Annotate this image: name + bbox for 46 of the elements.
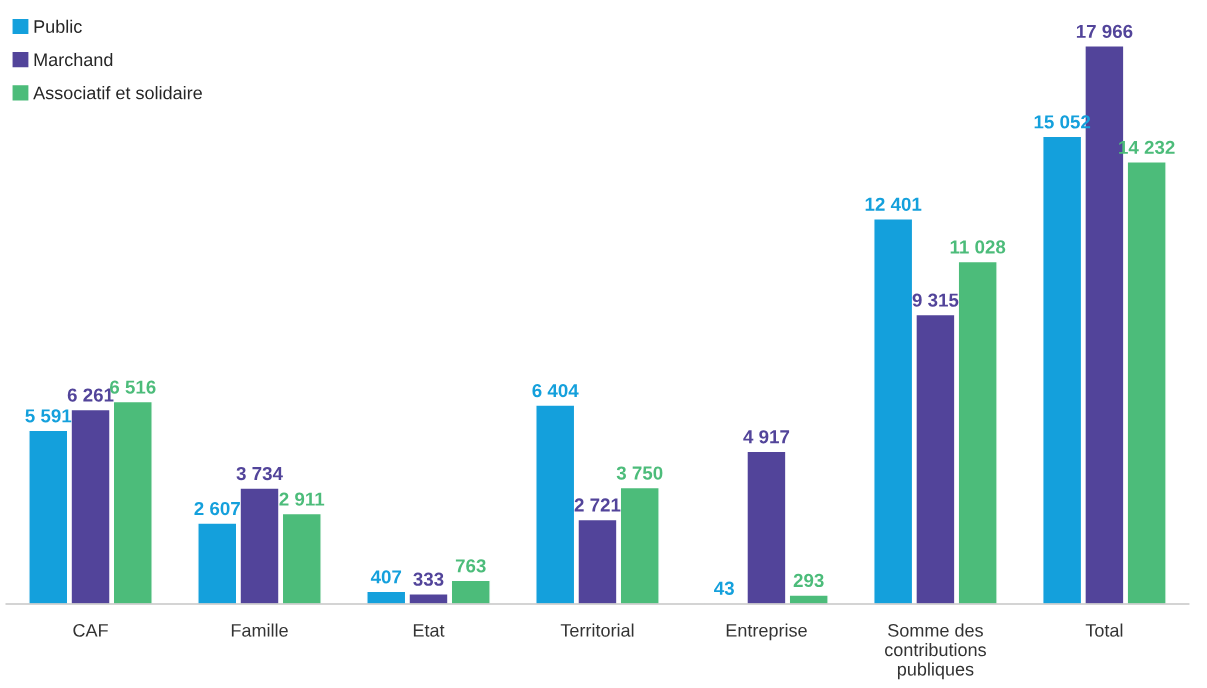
- bar: [70, 408, 111, 605]
- x-tick-label: Entreprise: [726, 623, 807, 641]
- x-tick-label: Territorial: [560, 623, 634, 637]
- bar: [281, 512, 322, 605]
- data-label: 3 750: [616, 466, 663, 480]
- data-label: 43: [714, 581, 734, 595]
- bar: [788, 594, 829, 605]
- data-label: 11 028: [950, 240, 1006, 254]
- x-tick-label: Total: [1085, 623, 1123, 637]
- x-tick-label: Somme des contributions publiques: [885, 623, 986, 680]
- bar: [366, 590, 407, 605]
- data-label: 2 911: [279, 492, 325, 506]
- data-label: 9 315: [912, 293, 959, 307]
- legend-label: Marchand: [34, 52, 113, 67]
- bar: [619, 486, 660, 605]
- data-label: 6 404: [532, 383, 579, 398]
- data-label: 12 401: [865, 197, 922, 211]
- bar: [1126, 161, 1167, 605]
- bar: [915, 313, 956, 605]
- x-tick-label: CAF: [73, 623, 108, 637]
- data-label: 333: [413, 572, 444, 586]
- bar: [239, 487, 280, 605]
- data-label: 3 734: [236, 466, 283, 481]
- data-label: 2 721: [574, 498, 621, 512]
- bar: [746, 450, 787, 605]
- bar: [577, 518, 618, 605]
- bar: [112, 400, 153, 605]
- legend-label: Associatif et solidaire: [33, 86, 202, 100]
- bar: [450, 579, 491, 605]
- bar: [535, 404, 576, 605]
- bar: [28, 429, 69, 605]
- bar: [408, 593, 449, 605]
- bar: [873, 218, 914, 605]
- bar: [1042, 135, 1083, 605]
- bar: [197, 522, 238, 605]
- data-label: 4 917: [743, 430, 790, 444]
- data-label: 763: [455, 559, 486, 573]
- data-label: 2 607: [194, 501, 240, 516]
- x-tick-label: Famille: [231, 623, 288, 637]
- x-tick-label: Etat: [413, 624, 445, 637]
- data-label: 407: [370, 570, 402, 584]
- data-label: 17 966: [1076, 24, 1133, 38]
- legend-label: Public: [34, 19, 82, 33]
- data-label: 5 591: [25, 409, 72, 423]
- bar: [957, 260, 998, 605]
- data-label: 293: [793, 573, 824, 588]
